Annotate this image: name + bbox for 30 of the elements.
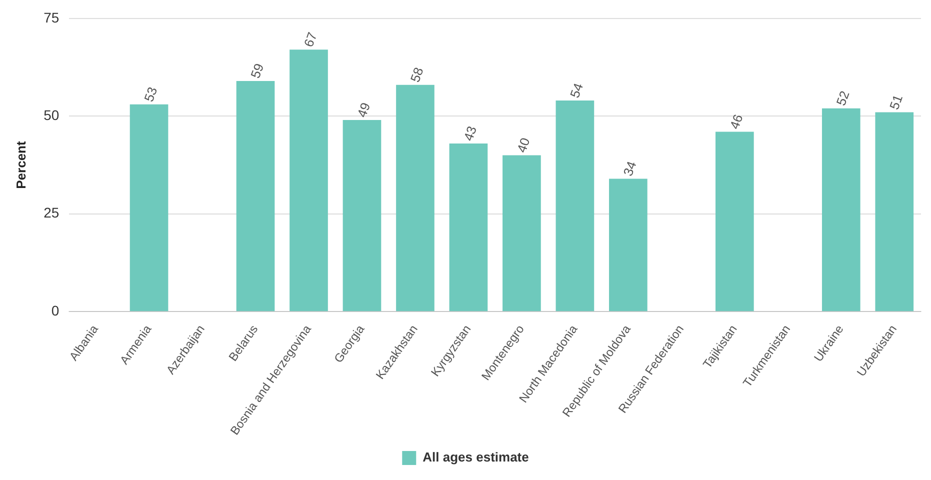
y-tick-label: 0 [51, 302, 60, 318]
bar [875, 112, 914, 312]
bar [609, 178, 648, 312]
bar [822, 108, 860, 312]
legend-label: All ages estimate [422, 450, 529, 465]
data-label: 54 [567, 81, 586, 100]
data-label: 49 [354, 100, 374, 120]
y-axis-title: Percent [13, 140, 28, 189]
bar [556, 100, 594, 312]
data-label: 40 [514, 136, 533, 154]
bar [236, 80, 275, 312]
data-label: 34 [620, 159, 640, 178]
data-label: 52 [833, 88, 852, 108]
y-tick-label: 50 [44, 107, 60, 124]
bar [342, 120, 382, 312]
bar [502, 155, 541, 312]
data-label: 58 [407, 65, 426, 84]
data-label: 53 [141, 84, 160, 104]
bar [130, 104, 168, 312]
bar [449, 144, 488, 312]
bar [290, 50, 328, 312]
bar [396, 84, 434, 312]
y-tick-label: 25 [44, 204, 60, 221]
bar [715, 132, 754, 312]
data-label: 67 [300, 30, 320, 49]
data-label: 51 [886, 92, 906, 112]
data-label: 43 [460, 124, 480, 143]
data-label: 59 [248, 61, 267, 80]
data-label: 46 [726, 112, 746, 132]
y-tick-label: 75 [44, 9, 60, 26]
